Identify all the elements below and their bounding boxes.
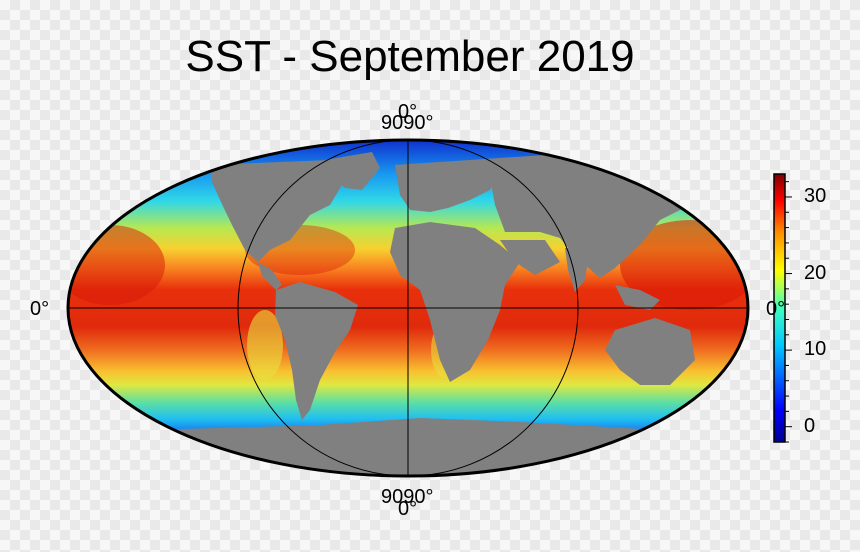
colorbar-tick-label: 0 [804,414,816,437]
label-bottom: 9090° [381,486,434,508]
colorbar-tick-label: 30 [804,184,827,207]
colorbar-tick-label: 20 [804,261,827,284]
land-africa [390,222,520,382]
land-north-america [210,160,345,262]
colorbar-ramp [773,173,786,443]
label-top: 9090° [381,112,434,134]
label-top-overlap: 0° [398,101,418,123]
colorbar-ticks [785,181,792,443]
chart-title: SST - September 2019 [185,32,635,81]
land-central-america [258,262,282,290]
label-bottom-overlap: 0° [398,498,418,520]
land-south-america [275,282,358,420]
land-india [565,248,590,292]
label-right: 0° [766,298,786,320]
map-outline [66,138,750,478]
land-greenland [325,152,380,190]
label-left: 0° [30,298,50,320]
land-europe [395,160,500,212]
land-indonesia [615,285,660,310]
colorbar-tick-label: 10 [804,338,827,361]
land-arabia [500,240,560,275]
colorbar [773,173,792,443]
land-australia [605,318,695,385]
